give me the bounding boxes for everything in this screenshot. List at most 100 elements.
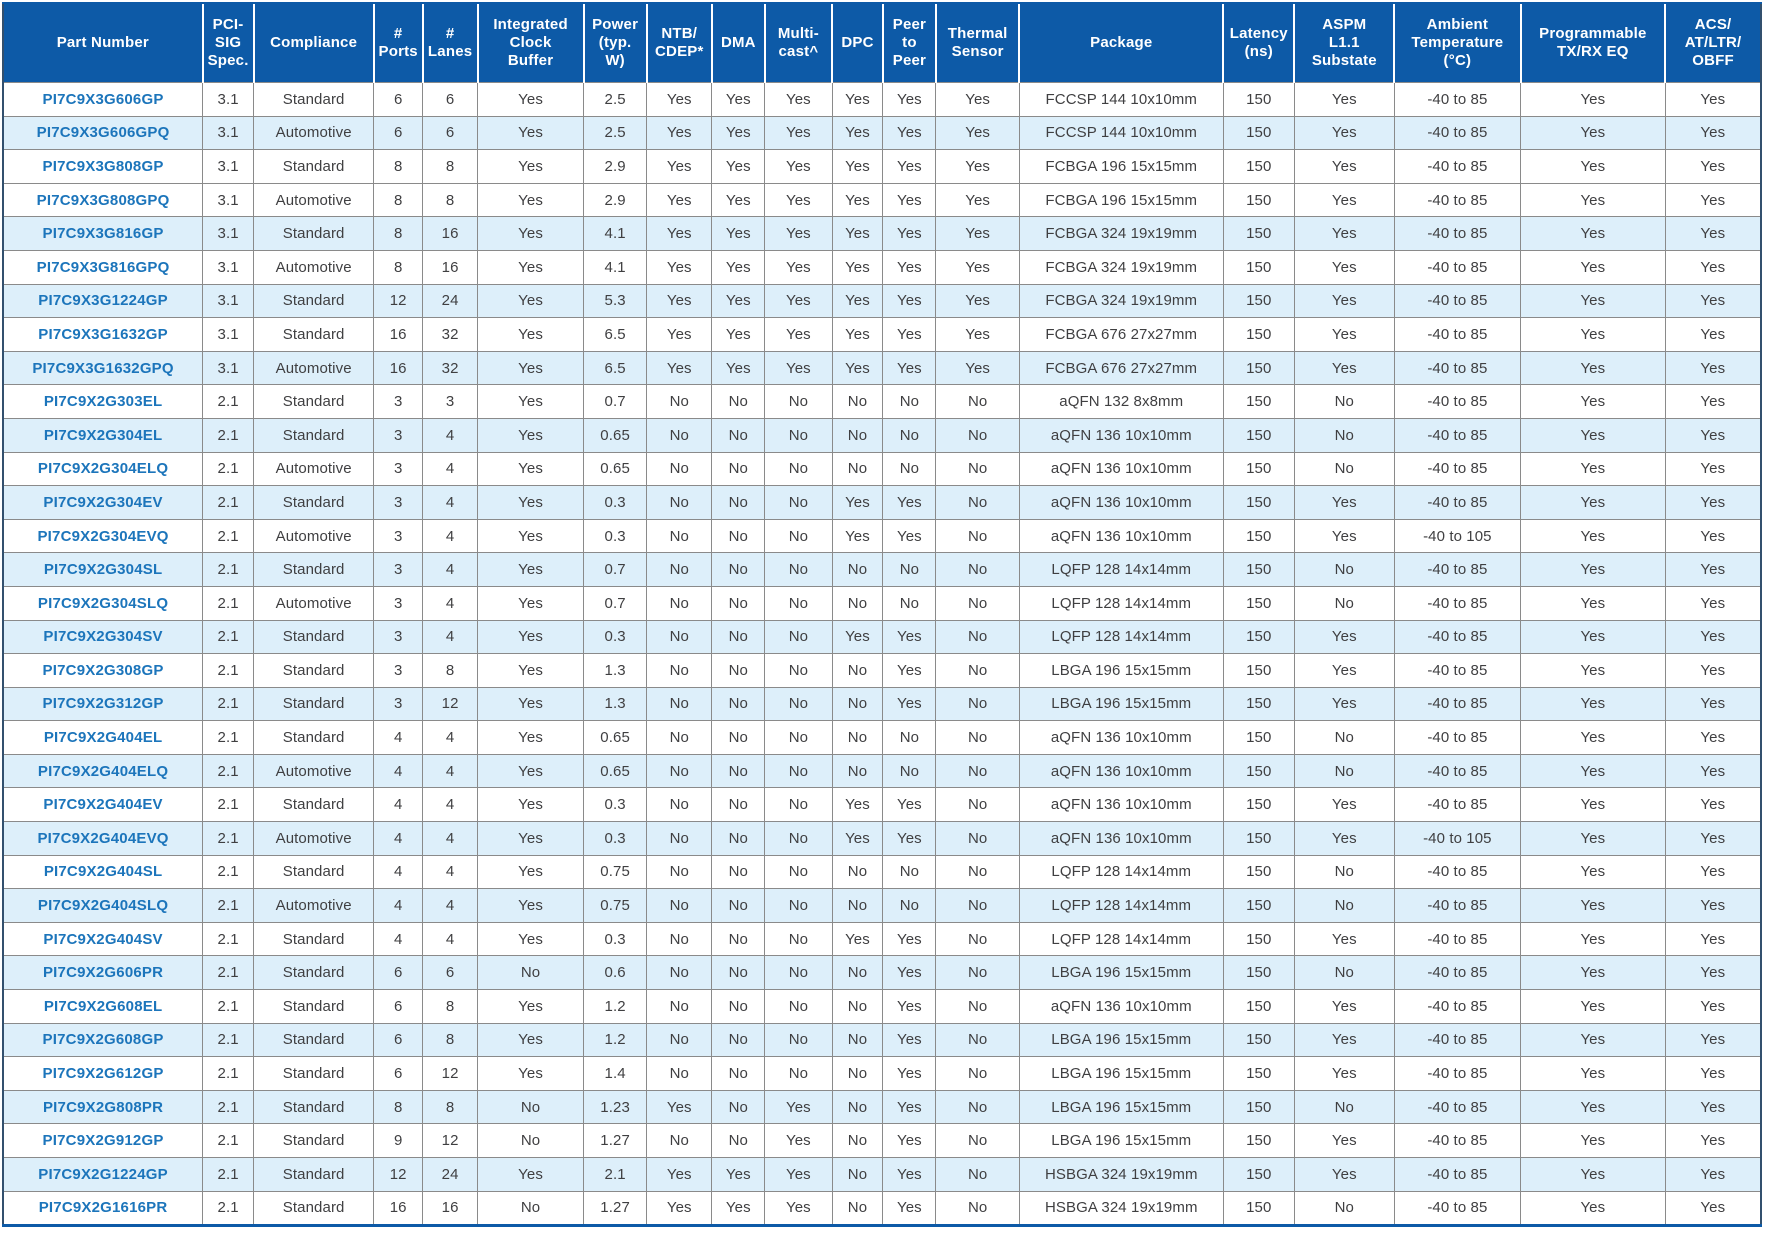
cell-ports: 3	[373, 552, 424, 587]
cell-peer_to_peer: Yes	[882, 350, 937, 386]
cell-ports: 16	[373, 317, 424, 352]
cell-dma: No	[711, 1056, 766, 1091]
cell-ntb_cdep: No	[646, 619, 713, 655]
cell-pci_sig_spec: 2.1	[202, 888, 255, 923]
cell-ports: 4	[373, 854, 424, 890]
part-number-link[interactable]: PI7C9X3G1632GPQ	[32, 359, 174, 377]
cell-pci_sig_spec: 2.1	[202, 787, 255, 823]
cell-multicast: No	[764, 417, 833, 453]
cell-pci_sig_spec: 2.1	[202, 686, 255, 722]
cell-programmable_tx_rx_eq: Yes	[1520, 384, 1666, 419]
part-number-link[interactable]: PI7C9X2G1224GP	[38, 1165, 168, 1183]
part-number-link[interactable]: PI7C9X2G612GP	[42, 1065, 164, 1083]
cell-ports: 3	[373, 585, 424, 621]
part-number-link[interactable]: PI7C9X2G304EVQ	[37, 527, 169, 545]
part-number-link[interactable]: PI7C9X2G304SLQ	[37, 594, 169, 612]
cell-ntb_cdep: No	[646, 686, 713, 722]
cell-pci_sig_spec: 2.1	[202, 989, 255, 1024]
part-number-link[interactable]: PI7C9X2G606PR	[42, 964, 164, 982]
part-number-link[interactable]: PI7C9X3G816GP	[42, 225, 164, 243]
part-number-link[interactable]: PI7C9X2G312GP	[42, 695, 164, 713]
cell-compliance: Automotive	[253, 115, 375, 151]
part-number-link[interactable]: PI7C9X2G608EL	[43, 997, 163, 1015]
part-number-link[interactable]: PI7C9X2G304ELQ	[37, 460, 169, 478]
cell-dpc: Yes	[831, 518, 884, 554]
cell-power_typ_w: 0.75	[583, 888, 648, 923]
cell-integrated_clock_buffer: Yes	[477, 115, 585, 151]
column-header-package: Package	[1018, 2, 1224, 83]
part-number-link[interactable]: PI7C9X2G404SLQ	[37, 897, 169, 915]
cell-lanes: 4	[422, 552, 479, 587]
cell-acs_at_ltr_obff: Yes	[1664, 1157, 1762, 1192]
part-number-link[interactable]: PI7C9X3G606GPQ	[36, 124, 170, 142]
cell-integrated_clock_buffer: Yes	[477, 888, 585, 923]
part-number-link[interactable]: PI7C9X2G404EV	[43, 796, 163, 814]
cell-dpc: No	[831, 1056, 884, 1091]
cell-dma: No	[711, 552, 766, 587]
cell-peer_to_peer: Yes	[882, 955, 937, 991]
cell-compliance: Standard	[253, 283, 375, 319]
cell-ntb_cdep: No	[646, 787, 713, 823]
part-number-link[interactable]: PI7C9X2G404EL	[43, 729, 163, 747]
cell-ntb_cdep: No	[646, 384, 713, 419]
cell-dma: No	[711, 619, 766, 655]
part-number-link[interactable]: PI7C9X3G808GP	[42, 157, 164, 175]
part-number-link[interactable]: PI7C9X2G1616PR	[38, 1199, 168, 1217]
cell-dma: Yes	[711, 216, 766, 251]
cell-aspm_l11_substate: Yes	[1293, 1123, 1395, 1158]
cell-acs_at_ltr_obff: Yes	[1664, 283, 1762, 319]
part-number-cell: PI7C9X3G1224GP	[2, 283, 204, 319]
part-number-cell: PI7C9X3G808GP	[2, 149, 204, 184]
cell-lanes: 3	[422, 384, 479, 419]
part-number-link[interactable]: PI7C9X2G404ELQ	[37, 762, 169, 780]
part-number-link[interactable]: PI7C9X3G606GP	[42, 90, 164, 108]
part-number-cell: PI7C9X2G304SLQ	[2, 585, 204, 621]
part-number-link[interactable]: PI7C9X2G808PR	[42, 1098, 164, 1116]
part-number-link[interactable]: PI7C9X2G404EVQ	[37, 829, 169, 847]
part-number-link[interactable]: PI7C9X3G1632GP	[38, 325, 168, 343]
cell-pci_sig_spec: 3.1	[202, 283, 255, 319]
cell-package: LBGA 196 15x15mm	[1018, 686, 1224, 722]
cell-latency_ns: 150	[1222, 1089, 1295, 1125]
part-number-link[interactable]: PI7C9X2G608GP	[42, 1031, 164, 1049]
cell-programmable_tx_rx_eq: Yes	[1520, 82, 1666, 117]
table-row: PI7C9X2G304EVQ 2.1 Automotive 3 4 Yes 0.3 No No N…	[2, 518, 1762, 554]
cell-ambient_temperature_c: -40 to 85	[1393, 955, 1522, 991]
cell-programmable_tx_rx_eq: Yes	[1520, 720, 1666, 755]
part-number-link[interactable]: PI7C9X3G1224GP	[38, 292, 168, 310]
cell-package: LBGA 196 15x15mm	[1018, 955, 1224, 991]
cell-latency_ns: 150	[1222, 921, 1295, 957]
column-header-ambient_temperature_c: Ambient Temperature (°C)	[1393, 2, 1521, 83]
part-number-link[interactable]: PI7C9X2G304SL	[43, 561, 163, 579]
cell-aspm_l11_substate: No	[1293, 1190, 1395, 1227]
part-number-link[interactable]: PI7C9X3G808GPQ	[36, 191, 170, 209]
cell-compliance: Standard	[253, 216, 375, 251]
part-number-link[interactable]: PI7C9X2G304EV	[43, 493, 163, 511]
cell-programmable_tx_rx_eq: Yes	[1520, 1022, 1666, 1058]
cell-integrated_clock_buffer: Yes	[477, 787, 585, 823]
cell-peer_to_peer: Yes	[882, 317, 937, 352]
part-number-link[interactable]: PI7C9X2G912GP	[42, 1132, 164, 1150]
cell-thermal_sensor: No	[935, 518, 1020, 554]
cell-multicast: No	[764, 1056, 833, 1091]
cell-aspm_l11_substate: Yes	[1293, 619, 1395, 655]
part-number-link[interactable]: PI7C9X2G404SL	[43, 863, 163, 881]
cell-dpc: Yes	[831, 485, 884, 520]
part-number-link[interactable]: PI7C9X2G303EL	[43, 393, 163, 411]
table-row: PI7C9X2G304SL 2.1 Standard 3 4 Yes 0.7 No No No No…	[2, 552, 1762, 587]
part-number-link[interactable]: PI7C9X3G816GPQ	[36, 258, 170, 276]
part-number-link[interactable]: PI7C9X2G404SV	[43, 930, 163, 948]
cell-power_typ_w: 6.5	[583, 350, 648, 386]
cell-package: FCBGA 196 15x15mm	[1018, 149, 1224, 184]
part-number-cell: PI7C9X2G304EV	[2, 485, 204, 520]
column-header-thermal_sensor: Thermal Sensor	[934, 2, 1020, 83]
cell-lanes: 6	[422, 115, 479, 151]
cell-ambient_temperature_c: -40 to 85	[1393, 1190, 1522, 1227]
part-number-link[interactable]: PI7C9X2G308GP	[42, 661, 164, 679]
table-row: PI7C9X2G912GP 2.1 Standard 9 12 No 1.27 No No Yes…	[2, 1123, 1762, 1158]
part-number-link[interactable]: PI7C9X2G304EL	[43, 426, 163, 444]
part-number-cell: PI7C9X2G308GP	[2, 653, 204, 688]
table-row: PI7C9X2G608EL 2.1 Standard 6 8 Yes 1.2 No No No No…	[2, 989, 1762, 1024]
part-number-link[interactable]: PI7C9X2G304SV	[43, 628, 163, 646]
cell-dpc: No	[831, 888, 884, 923]
